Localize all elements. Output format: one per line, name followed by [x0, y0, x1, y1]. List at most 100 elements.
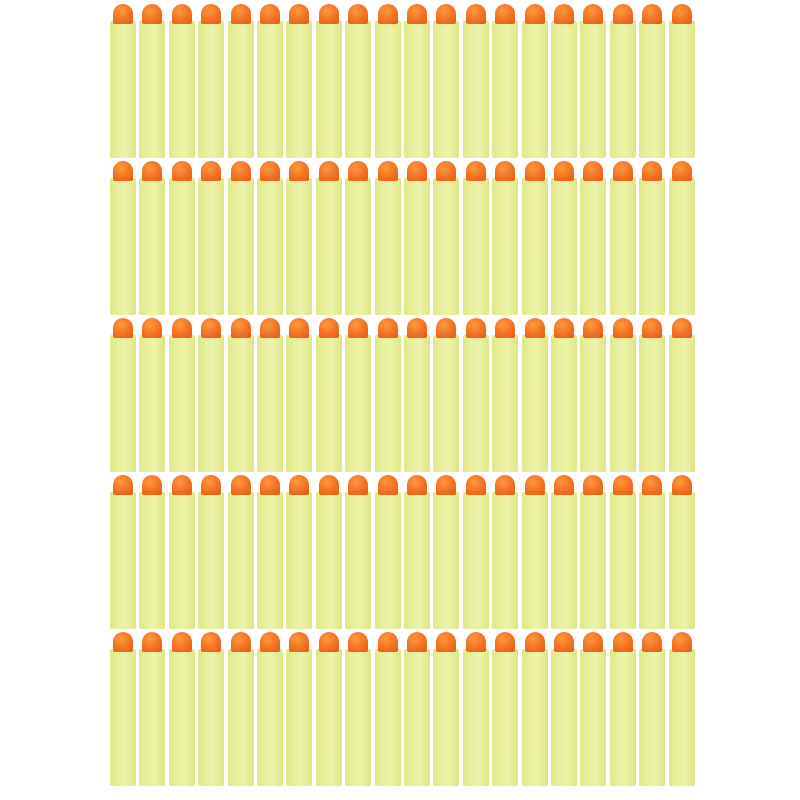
dart-tip: [171, 475, 192, 495]
dart-tip: [495, 632, 516, 652]
foam-dart: [551, 632, 577, 786]
dart-body: [315, 649, 342, 786]
dart-body: [433, 649, 460, 786]
foam-dart: [639, 4, 666, 158]
foam-dart: [374, 4, 401, 158]
dart-tip: [142, 632, 163, 652]
dart-body: [668, 335, 695, 472]
foam-dart: [433, 632, 460, 786]
foam-dart: [433, 475, 460, 629]
dart-body: [374, 178, 401, 315]
foam-dart: [404, 4, 430, 158]
dart-body: [492, 649, 519, 786]
foam-dart: [168, 4, 195, 158]
dart-body: [433, 21, 460, 158]
dart-body: [345, 21, 372, 158]
dart-body: [462, 492, 489, 629]
dart-body: [286, 649, 313, 786]
dart-body: [286, 492, 313, 629]
foam-dart: [168, 318, 195, 472]
dart-body: [374, 649, 401, 786]
dart-body: [139, 492, 166, 629]
dart-tip: [671, 632, 692, 652]
dart-tip: [113, 161, 133, 181]
foam-dart: [345, 4, 372, 158]
dart-body: [462, 649, 489, 786]
dart-body: [198, 649, 225, 786]
dart-tip: [318, 161, 339, 181]
dart-body: [110, 335, 136, 472]
dart-body: [198, 21, 225, 158]
dart-body: [580, 178, 607, 315]
foam-dart: [521, 161, 548, 315]
dart-body: [257, 178, 283, 315]
foam-dart: [168, 475, 195, 629]
foam-dart: [521, 632, 548, 786]
dart-body: [110, 649, 136, 786]
foam-dart: [168, 161, 195, 315]
dart-body: [521, 178, 548, 315]
dart-body: [227, 21, 254, 158]
dart-body: [286, 21, 313, 158]
foam-dart: [286, 161, 313, 315]
foam-dart: [551, 475, 577, 629]
dart-body: [139, 335, 166, 472]
dart-body: [374, 492, 401, 629]
foam-dart: [609, 161, 636, 315]
dart-tip: [583, 475, 604, 495]
foam-dart: [433, 161, 460, 315]
foam-dart: [374, 161, 401, 315]
dart-body: [433, 335, 460, 472]
foam-dart: [227, 318, 254, 472]
dart-body: [168, 335, 195, 472]
foam-dart: [257, 161, 283, 315]
dart-body: [227, 335, 254, 472]
foam-dart: [551, 318, 577, 472]
foam-dart: [139, 161, 166, 315]
foam-dart: [315, 632, 342, 786]
foam-dart: [404, 475, 430, 629]
foam-dart: [668, 161, 695, 315]
dart-tip: [348, 4, 369, 24]
foam-dart: [198, 4, 225, 158]
dart-body: [668, 492, 695, 629]
dart-tip: [583, 632, 604, 652]
dart-tip: [436, 475, 457, 495]
dart-body: [345, 492, 372, 629]
dart-body: [110, 492, 136, 629]
foam-dart: [404, 318, 430, 472]
foam-dart: [492, 318, 519, 472]
dart-tip: [142, 4, 163, 24]
dart-tip: [201, 4, 222, 24]
foam-dart: [168, 632, 195, 786]
dart-body: [168, 178, 195, 315]
dart-body: [462, 178, 489, 315]
dart-tip: [348, 318, 369, 338]
dart-body: [521, 492, 548, 629]
dart-tip: [230, 161, 251, 181]
dart-tip: [289, 632, 310, 652]
foam-dart: [345, 632, 372, 786]
dart-body: [609, 335, 636, 472]
dart-tip: [171, 632, 192, 652]
dart-tip: [465, 161, 486, 181]
dart-body: [551, 21, 577, 158]
dart-tip: [318, 632, 339, 652]
dart-body: [345, 335, 372, 472]
dart-body: [580, 492, 607, 629]
foam-dart: [462, 318, 489, 472]
foam-dart: [404, 161, 430, 315]
foam-dart: [227, 632, 254, 786]
dart-tip: [142, 475, 163, 495]
dart-body: [404, 492, 430, 629]
dart-tip: [201, 161, 222, 181]
dart-body: [374, 21, 401, 158]
dart-body: [257, 492, 283, 629]
dart-tip: [642, 318, 663, 338]
foam-dart: [462, 632, 489, 786]
dart-body: [315, 492, 342, 629]
foam-dart: [139, 475, 166, 629]
dart-tip: [230, 632, 251, 652]
foam-dart: [551, 4, 577, 158]
foam-dart: [462, 4, 489, 158]
